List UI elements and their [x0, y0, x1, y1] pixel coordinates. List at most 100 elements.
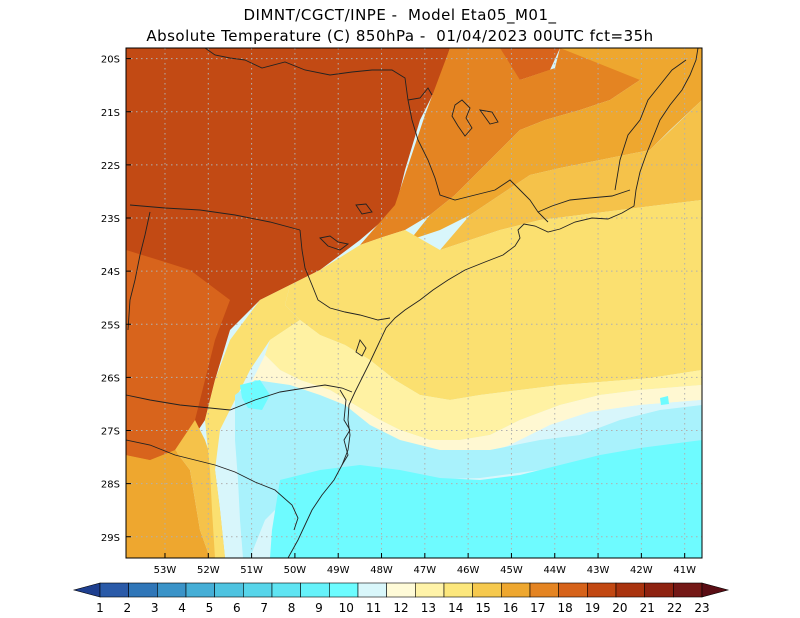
lat-label: 20S — [101, 55, 120, 66]
colorbar-label: 7 — [260, 601, 268, 615]
colorbar-swatch — [529, 582, 559, 598]
colorbar-label: 21 — [640, 601, 655, 615]
colorbar-label: 5 — [206, 601, 214, 615]
colorbar-label: 16 — [503, 601, 518, 615]
border-north — [204, 48, 246, 61]
colorbar-label: 17 — [530, 601, 545, 615]
colorbar-swatch — [472, 582, 502, 598]
colorbar-label: 2 — [124, 601, 132, 615]
colorbar-swatch — [185, 582, 215, 598]
colorbar-swatch — [357, 582, 387, 598]
temp-region-15b — [205, 285, 300, 558]
reservoir-lake — [451, 99, 473, 137]
temp-region-17w — [126, 450, 210, 558]
temp-region-10 — [270, 440, 702, 558]
colorbar-label: 8 — [288, 601, 296, 615]
colorbar-label: 14 — [448, 601, 463, 615]
title-line-2: Absolute Temperature (C) 850hPa - 01/04/… — [146, 27, 654, 45]
lon-label: 43W — [587, 565, 610, 576]
lat-label: 24S — [101, 267, 120, 278]
temp-region-16 — [440, 100, 702, 250]
colorbar-swatch — [128, 582, 158, 598]
colorbar-swatch — [300, 582, 330, 598]
title-line-1: DIMNT/CGCT/INPE - Model Eta05_M01_ — [243, 6, 557, 24]
border-ms-sp — [129, 204, 301, 231]
colorbar-swatch — [157, 582, 187, 598]
colorbar-swatch — [673, 582, 703, 598]
colorbar-label: 22 — [667, 601, 682, 615]
temp-region-16w — [175, 420, 225, 558]
temp-region-18 — [360, 48, 650, 245]
border-sp-mg — [244, 59, 549, 223]
colorbar-label: 18 — [558, 601, 573, 615]
colorbar-swatch — [443, 582, 473, 598]
lat-label: 25S — [101, 320, 120, 331]
lat-label: 21S — [101, 108, 120, 119]
colorbar-label: 10 — [339, 601, 354, 615]
border-pr-sc — [126, 384, 353, 411]
temp-region-10c — [660, 396, 669, 405]
lat-label: 22S — [101, 161, 120, 172]
colorbar-label: 13 — [421, 601, 436, 615]
colorbar-label: 11 — [366, 601, 381, 615]
colorbar-swatch — [271, 582, 301, 598]
lon-label: 49W — [327, 565, 350, 576]
colorbar-swatch — [329, 582, 359, 598]
lon-label: 50W — [284, 565, 307, 576]
reservoir-lake-3 — [319, 235, 350, 251]
colorbar-min-arrow — [72, 582, 101, 598]
colorbar-swatch — [558, 582, 588, 598]
temp-region-19 — [126, 250, 230, 460]
border-sp-pr — [299, 229, 391, 321]
lon-label: 52W — [197, 565, 220, 576]
colorbar-max-arrow — [701, 582, 730, 598]
colorbar: 1 2 3 4 5 6 7 8 9 10 11 12 13 14 15 16 17 18 19 20 21 22 23 — [72, 582, 730, 615]
colorbar-label: 6 — [233, 601, 241, 615]
temperature-field — [126, 48, 702, 558]
border-mg-rj — [537, 189, 631, 213]
border-sc-rs — [126, 439, 299, 531]
colorbar-label: 4 — [178, 601, 186, 615]
longitude-labels: 53W 52W 51W 50W 49W 48W 47W 46W 45W 44W 43W 42W 41W — [154, 553, 696, 576]
colorbar-swatch — [644, 582, 674, 598]
lon-label: 44W — [543, 565, 566, 576]
colorbar-swatch — [501, 582, 531, 598]
island — [355, 339, 367, 357]
temp-region-15 — [285, 200, 702, 400]
colorbar-label: 1 — [96, 601, 104, 615]
colorbar-label: 19 — [585, 601, 600, 615]
colorbar-label: 12 — [393, 601, 408, 615]
border-west — [127, 211, 151, 331]
colorbar-label: 15 — [475, 601, 490, 615]
temp-region-10b — [240, 380, 270, 410]
colorbar-label: 3 — [151, 601, 159, 615]
coastline-borders — [126, 48, 699, 558]
colorbar-swatch — [214, 582, 244, 598]
latitude-labels: 20S 21S 22S 23S 24S 25S 26S 27S 28S 29S — [101, 55, 131, 544]
lat-label: 26S — [101, 373, 120, 384]
coastal-lagoon — [339, 389, 351, 466]
colorbar-swatch — [99, 582, 129, 598]
colorbar-label: 9 — [315, 601, 323, 615]
colorbar-swatch — [386, 582, 416, 598]
reservoir-lake-4 — [355, 203, 373, 215]
colorbar-swatch — [243, 582, 273, 598]
border-rio — [407, 87, 433, 101]
plot-frame — [125, 47, 703, 559]
border-mg-es — [614, 59, 687, 191]
lat-label: 28S — [101, 480, 120, 491]
lon-label: 47W — [414, 565, 437, 576]
lon-label: 45W — [500, 565, 523, 576]
lat-label: 23S — [101, 214, 120, 225]
lat-label: 29S — [101, 533, 120, 544]
lat-label: 27S — [101, 427, 120, 438]
reservoir-lake-2 — [479, 109, 499, 125]
colorbar-swatch — [587, 582, 617, 598]
colorbar-swatch — [415, 582, 445, 598]
lon-label: 46W — [457, 565, 480, 576]
colorbar-label: 23 — [694, 601, 709, 615]
coastline — [287, 48, 699, 558]
colorbar-label: 20 — [612, 601, 627, 615]
lon-label: 48W — [370, 565, 393, 576]
